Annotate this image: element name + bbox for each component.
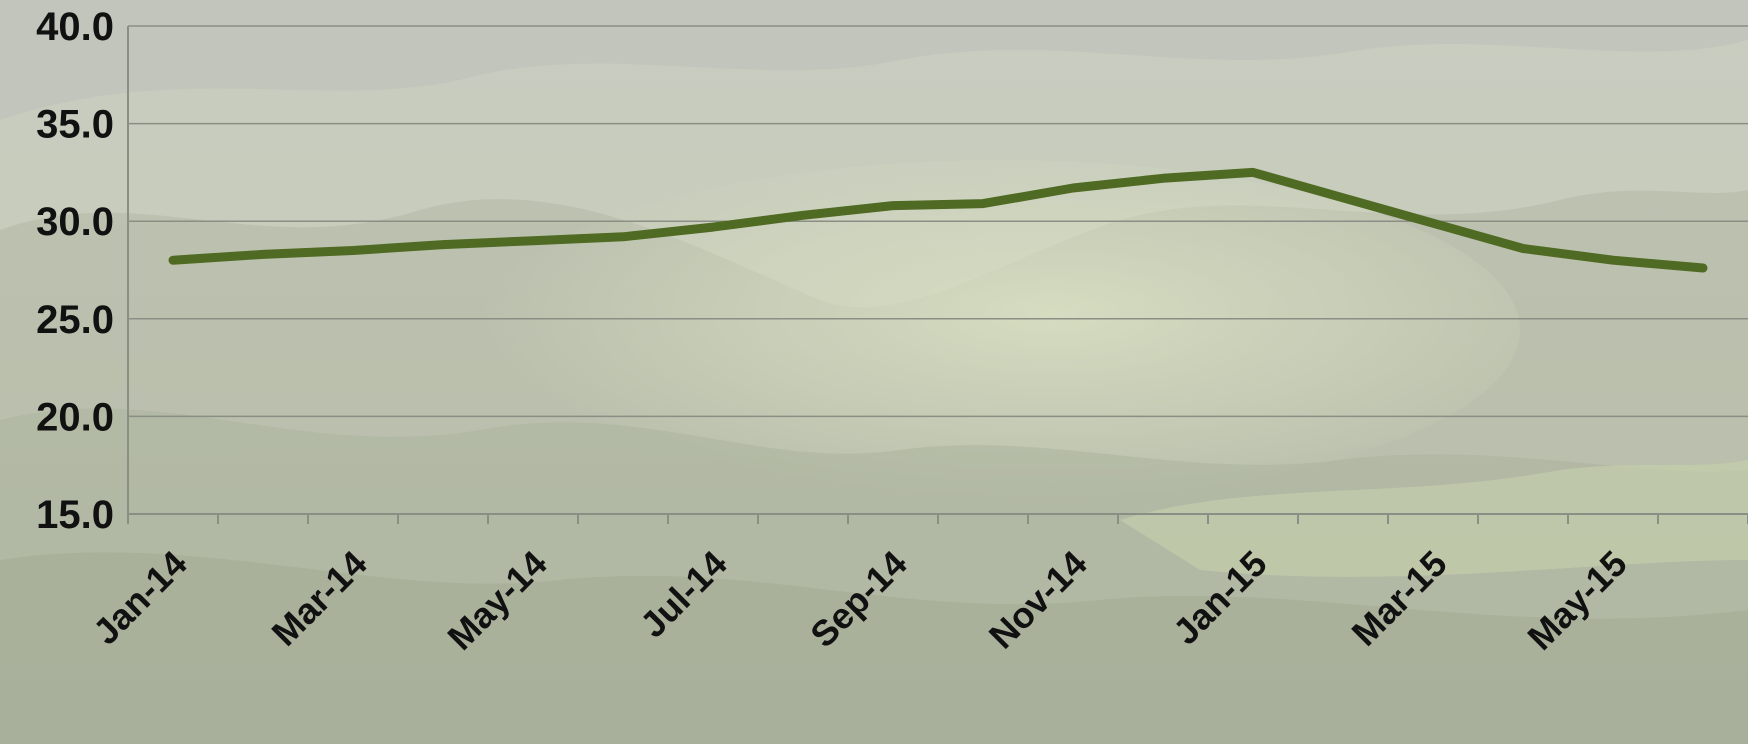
y-tick-label: 35.0: [36, 103, 114, 147]
y-tick-label: 20.0: [36, 395, 114, 439]
y-tick-label: 25.0: [36, 298, 114, 342]
y-tick-label: 15.0: [36, 493, 114, 537]
y-tick-label: 40.0: [36, 5, 114, 49]
series-layer: [168, 167, 1708, 273]
axes: [127, 26, 1748, 524]
y-tick-label: 30.0: [36, 200, 114, 244]
gridlines: [128, 25, 1748, 418]
y-axis-ticks: 40.0 35.0 30.0 25.0 20.0 15.0: [36, 5, 114, 537]
series-line: [168, 167, 1708, 273]
